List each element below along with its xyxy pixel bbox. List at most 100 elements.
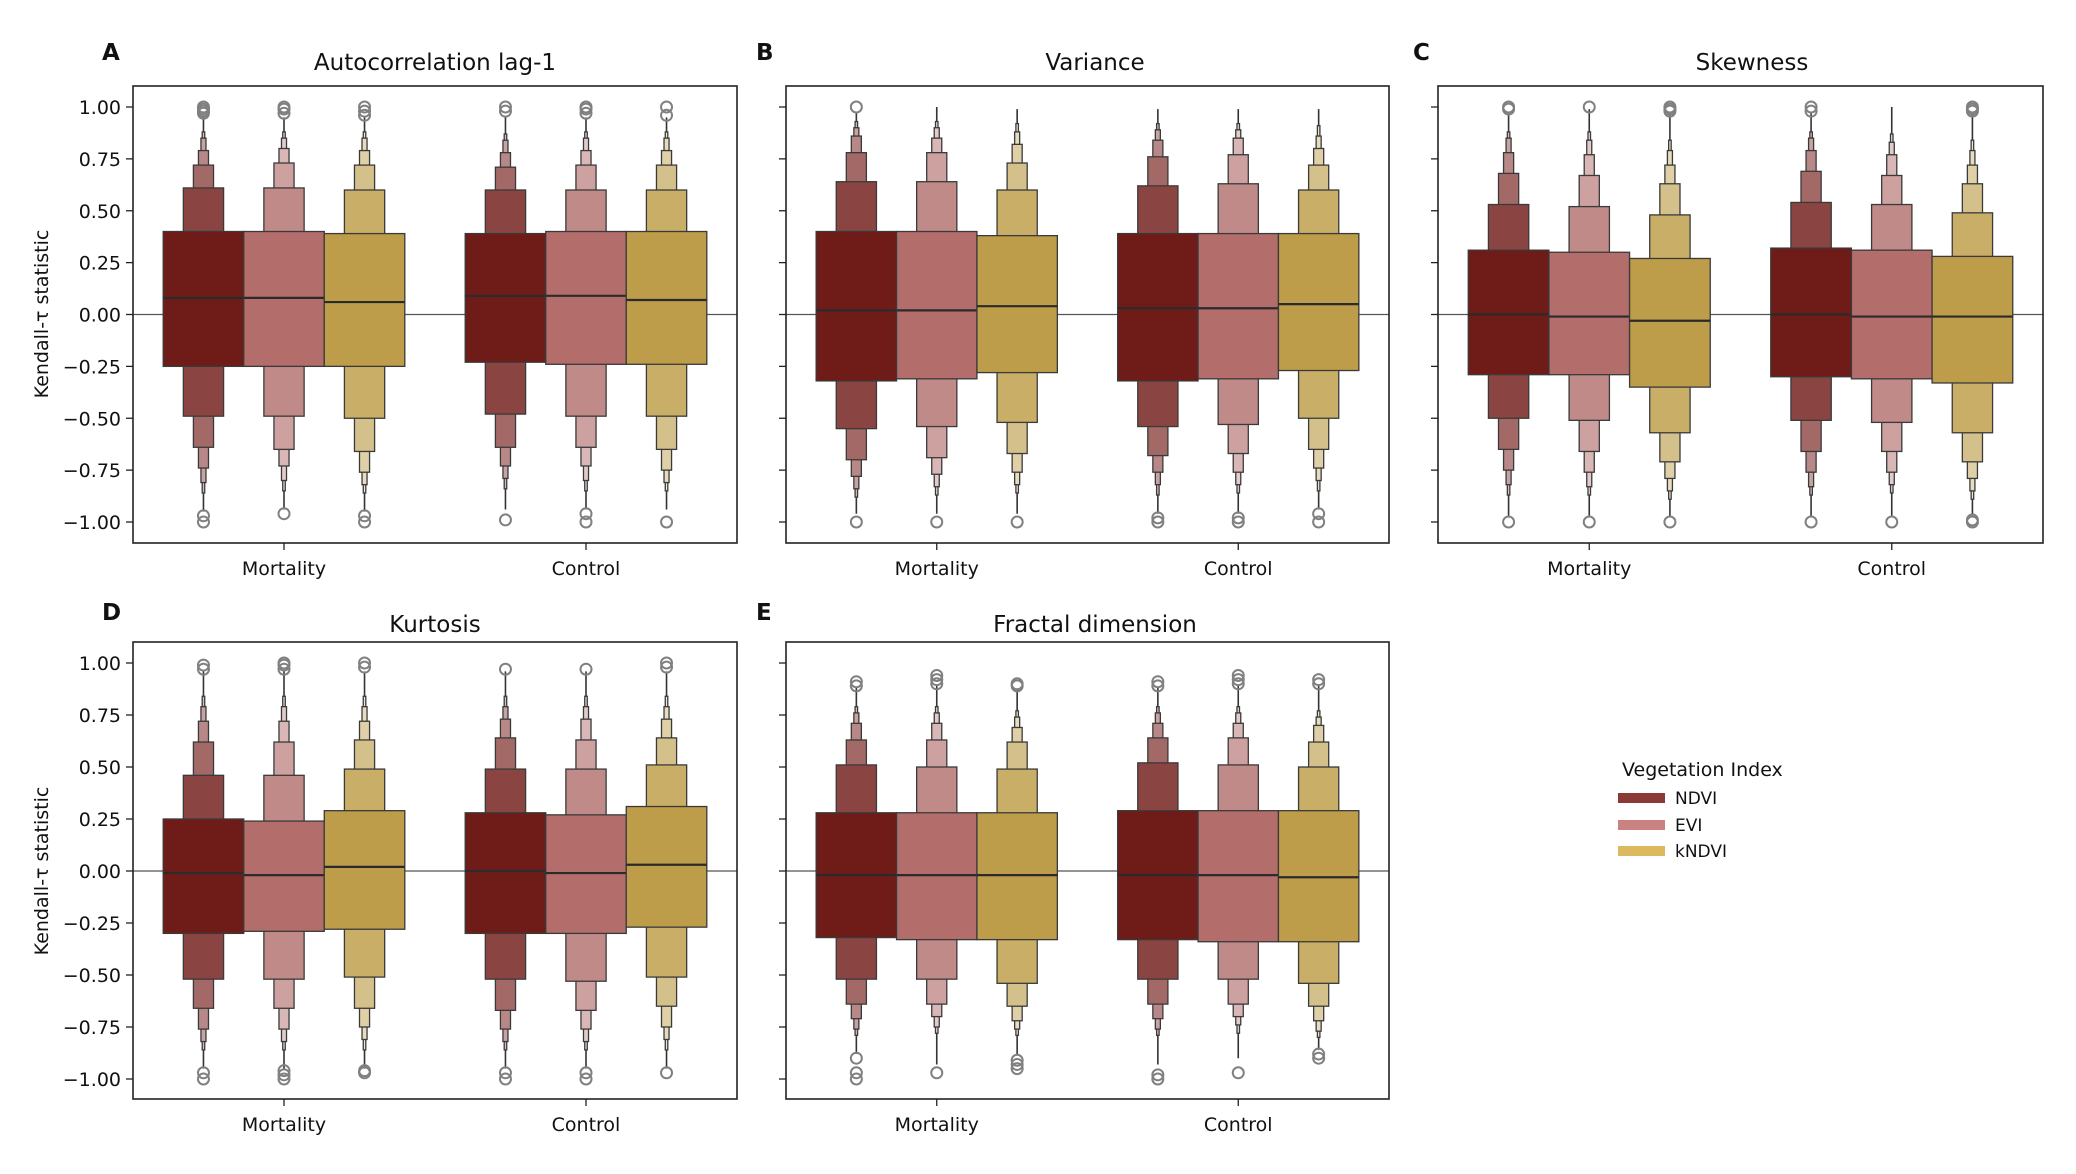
- boxen-control-kndvi: [1277, 109, 1360, 529]
- boxen-control-evi: [1197, 668, 1280, 1080]
- x-category-label: Control: [1204, 558, 1273, 580]
- outlier-point: [1965, 100, 1979, 114]
- outlier-point: [1502, 100, 1516, 114]
- axes-frame: [785, 85, 1390, 544]
- panel-fractal-dimension: E Fractal dimension Mortality Control: [756, 600, 1390, 1136]
- outlier-point: [1010, 1062, 1024, 1076]
- boxen-control-evi: [545, 100, 627, 529]
- outlier-point: [849, 515, 863, 529]
- boxen-level-0: [625, 805, 708, 928]
- outlier-point: [1151, 1068, 1165, 1082]
- outlier-point: [1231, 668, 1245, 682]
- boxen-mortality-ndvi: [1467, 100, 1550, 529]
- outlier-point: [1151, 1072, 1165, 1086]
- outlier-point: [1151, 511, 1165, 525]
- outlier-point: [498, 1072, 512, 1086]
- legend: Vegetation Index NDVI EVI kNDVI: [1618, 759, 1783, 862]
- boxen-control-kndvi: [625, 100, 708, 529]
- axes-frame: [1437, 85, 2044, 544]
- boxen-level-0: [545, 230, 627, 365]
- y-tick-label: 0.00: [79, 861, 121, 883]
- panel-title: Kurtosis: [389, 612, 480, 638]
- boxen-control-kndvi: [1931, 100, 2014, 529]
- x-category-label: Mortality: [895, 1114, 979, 1136]
- outlier-point: [1804, 515, 1818, 529]
- outlier-point: [498, 100, 512, 114]
- panel-title: Autocorrelation lag-1: [314, 50, 556, 76]
- outlier-point: [579, 1072, 593, 1086]
- outlier-point: [1502, 515, 1516, 529]
- outlier-point: [1663, 515, 1677, 529]
- outlier-point: [277, 1072, 291, 1086]
- boxen-control-ndvi: [1117, 675, 1199, 1086]
- y-tick-label: 0.25: [79, 809, 121, 831]
- outlier-point: [1151, 515, 1165, 529]
- outlier-point: [277, 507, 291, 521]
- outlier-point: [498, 1066, 512, 1080]
- boxen-control-kndvi: [625, 656, 708, 1080]
- boxen-control-evi: [1197, 109, 1280, 529]
- x-category-label: Control: [1857, 558, 1926, 580]
- outlier-point: [579, 1066, 593, 1080]
- boxen-level-0: [1770, 247, 1853, 378]
- outlier-point: [358, 509, 372, 523]
- y-tick-label: 0.75: [79, 705, 121, 727]
- boxen-level-0: [323, 810, 406, 930]
- legend-entry-ndvi: NDVI: [1618, 789, 1717, 809]
- boxen-mortality-ndvi: [815, 675, 898, 1086]
- boxen-mortality-kndvi: [976, 109, 1059, 529]
- panel-skewness: C Skewness Mortality Control: [1413, 40, 2044, 580]
- outlier-point: [660, 1066, 674, 1080]
- outlier-point: [1312, 1047, 1326, 1061]
- outlier-point: [1231, 673, 1245, 687]
- y-tick-label: 0.50: [79, 757, 121, 779]
- outlier-point: [579, 507, 593, 521]
- outlier-point: [196, 515, 210, 529]
- y-axis-label: Kendall-τ statistic: [31, 787, 53, 956]
- boxen-mortality-evi: [243, 656, 325, 1086]
- outlier-point: [1231, 677, 1245, 691]
- outlier-point: [579, 662, 593, 676]
- x-category-label: Mortality: [242, 558, 326, 580]
- boxen-level-0: [1548, 251, 1631, 376]
- outlier-point: [498, 104, 512, 118]
- outlier-point: [579, 515, 593, 529]
- legend-title: Vegetation Index: [1622, 759, 1783, 781]
- y-tick-label: −0.25: [63, 913, 121, 935]
- outlier-point: [1010, 677, 1024, 691]
- legend-swatch: [1618, 820, 1665, 830]
- outlier-point: [1312, 1051, 1326, 1065]
- boxen-control-ndvi: [1770, 100, 1853, 529]
- boxen-mortality-kndvi: [1628, 100, 1711, 529]
- outlier-point: [1804, 100, 1818, 114]
- outlier-point: [277, 656, 291, 670]
- outlier-point: [358, 660, 372, 674]
- outlier-point: [358, 515, 372, 529]
- x-category-label: Mortality: [895, 558, 979, 580]
- outlier-point: [277, 106, 291, 120]
- outlier-point: [358, 100, 372, 114]
- outlier-point: [1885, 515, 1899, 529]
- outlier-point: [277, 100, 291, 114]
- boxen-mortality-evi: [243, 100, 325, 521]
- outlier-point: [277, 1064, 291, 1078]
- boxen-level-0: [1931, 255, 2014, 384]
- boxen-level-0: [162, 818, 245, 935]
- y-tick-label: −1.00: [63, 512, 121, 534]
- boxen-level-0: [1628, 257, 1711, 388]
- outlier-point: [1010, 515, 1024, 529]
- outlier-point: [358, 104, 372, 118]
- outlier-point: [660, 108, 674, 122]
- panel-kurtosis: D Kurtosis Kendall-τ statistic 1.00 0.75 0…: [31, 600, 738, 1136]
- boxen-level-0: [976, 234, 1059, 374]
- y-tick-label: −0.50: [63, 965, 121, 987]
- boxen-level-0: [464, 812, 547, 935]
- outlier-point: [660, 515, 674, 529]
- outlier-point: [1231, 1066, 1245, 1080]
- outlier-point: [196, 658, 210, 672]
- x-category-label: Control: [552, 1114, 621, 1136]
- outlier-point: [1010, 1053, 1024, 1067]
- boxen-mortality-ndvi: [162, 100, 245, 529]
- x-category-label: Control: [552, 558, 621, 580]
